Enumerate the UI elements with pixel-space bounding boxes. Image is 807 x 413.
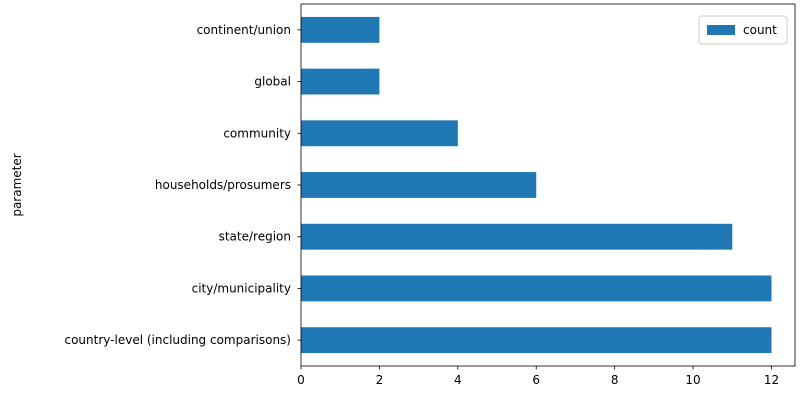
legend-swatch-count	[707, 25, 735, 35]
y-tick-label: households/prosumers	[155, 178, 291, 192]
bar	[301, 275, 772, 302]
bar	[301, 68, 380, 95]
y-tick-label: state/region	[219, 230, 291, 244]
y-axis-title: parameter	[10, 153, 24, 216]
x-tick-label: 10	[685, 373, 700, 387]
y-tick-label: city/municipality	[192, 281, 291, 295]
y-tick-labels: country-level (including comparisons) cit…	[64, 23, 301, 347]
bar	[301, 120, 458, 147]
plot-frame	[300, 3, 796, 367]
bar	[301, 16, 380, 43]
bar	[301, 327, 772, 354]
bar	[301, 223, 733, 250]
x-tick-label: 8	[611, 373, 619, 387]
y-tick-label: continent/union	[197, 23, 291, 37]
x-tick-label: 12	[764, 373, 779, 387]
x-tick-label: 2	[376, 373, 384, 387]
x-ticks: 0 2 4 6 8 10 12	[297, 366, 779, 387]
bar	[301, 172, 537, 198]
x-tick-label: 6	[532, 373, 540, 387]
legend-box	[698, 15, 788, 45]
x-tick-label: 0	[297, 373, 305, 387]
y-tick-label: country-level (including comparisons)	[64, 333, 291, 347]
bars-group	[301, 16, 772, 354]
y-tick-label: global	[254, 75, 291, 89]
y-tick-label: community	[223, 126, 291, 140]
legend: count	[698, 15, 788, 45]
x-tick-label: 4	[454, 373, 462, 387]
legend-label-count: count	[743, 23, 777, 37]
